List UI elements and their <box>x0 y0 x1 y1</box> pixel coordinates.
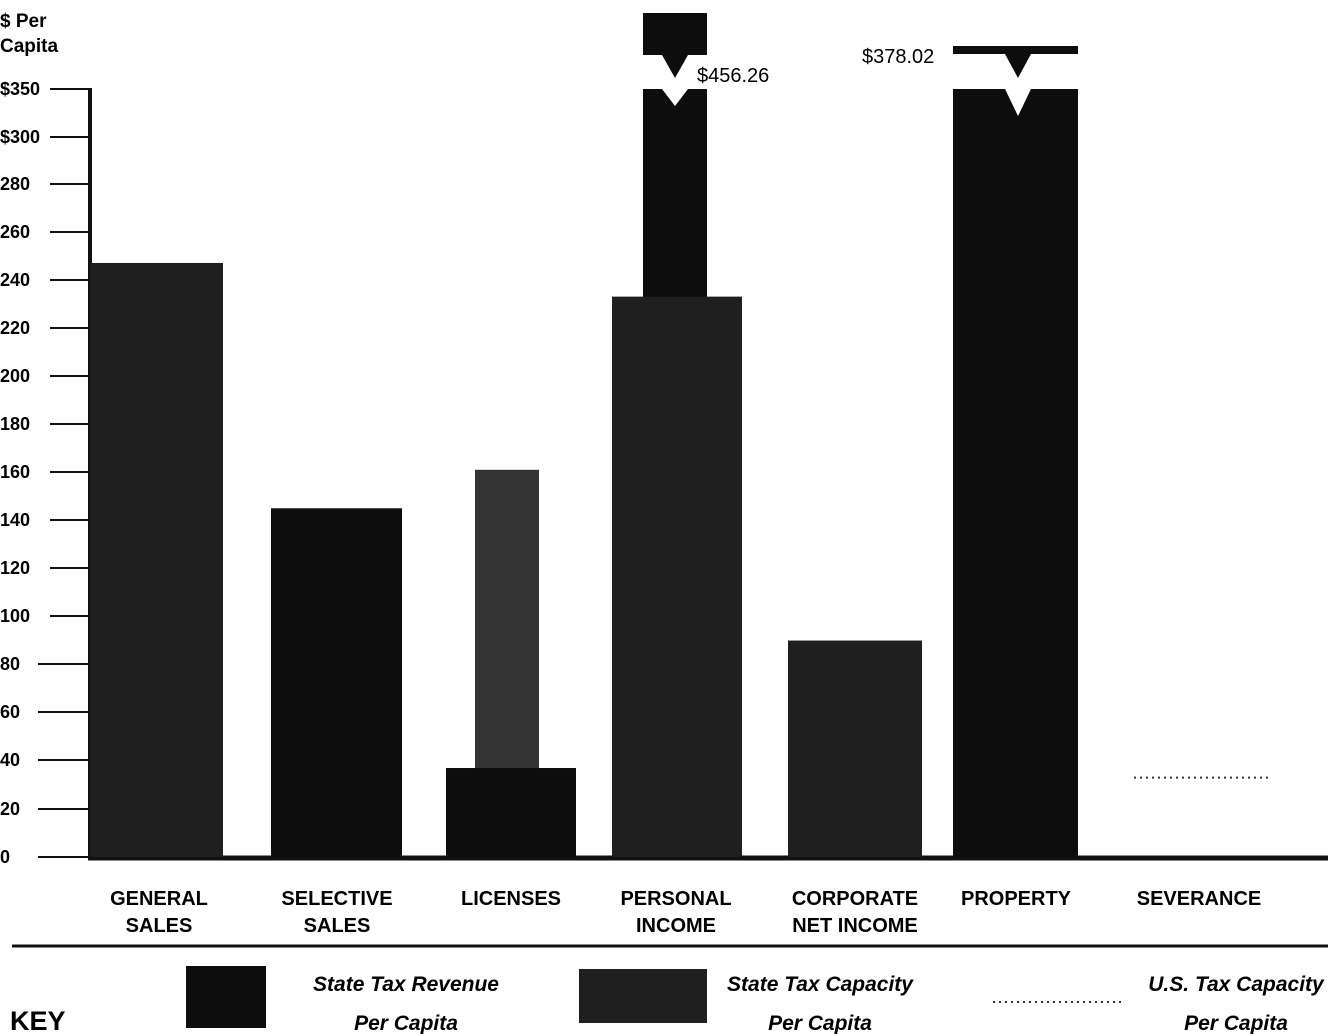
y-axis-title-line2: Capita <box>0 36 59 57</box>
legend-label-line2: Per Capita <box>354 1012 458 1034</box>
x-category-label: CORPORATE NET INCOME <box>792 888 918 937</box>
legend-label-line2: Per Capita <box>1184 1012 1288 1034</box>
legend-swatch-capacity <box>579 969 707 1023</box>
bar-property-top <box>953 46 1078 54</box>
y-tick-label: 160 <box>0 462 30 482</box>
y-tick-label: 0 <box>0 847 10 867</box>
y-tick-label: 240 <box>0 270 30 290</box>
x-category-label: PROPERTY <box>961 888 1072 910</box>
annotations: $456.26 $378.02 <box>697 46 934 87</box>
y-tick-label: 80 <box>0 654 20 674</box>
y-tick-label: 120 <box>0 558 30 578</box>
y-tick-label: 180 <box>0 414 30 434</box>
bar-licenses-revenue <box>446 768 576 857</box>
x-category-label: LICENSES <box>461 888 561 910</box>
y-tick-label: 40 <box>0 750 20 770</box>
x-category-label: SELECTIVE SALES <box>281 888 392 937</box>
legend-label-line2: Per Capita <box>768 1012 872 1034</box>
y-tick-label: 20 <box>0 799 20 819</box>
y-axis-title-line1: $ Per <box>0 11 47 32</box>
category-labels: GENERAL SALES SELECTIVE SALES LICENSES PERSON… <box>110 888 1261 937</box>
y-tick-label: 260 <box>0 222 30 242</box>
annotation-property: $378.02 <box>862 46 934 68</box>
legend-label-line1: U.S. Tax Capacity <box>1148 973 1325 996</box>
bar-corporate-net-income <box>788 640 922 857</box>
y-tick-label: 60 <box>0 702 20 722</box>
legend-label-line1: State Tax Revenue <box>313 973 499 996</box>
y-tick-label: 100 <box>0 606 30 626</box>
break-mark-property-upper <box>1005 54 1031 78</box>
x-category-label: PERSONAL INCOME <box>620 888 731 937</box>
bars <box>90 13 1268 858</box>
y-tick-label: 200 <box>0 366 30 386</box>
y-tick-label: 220 <box>0 318 30 338</box>
y-tick-label: $300 <box>0 127 40 147</box>
bar-selective-sales <box>271 508 402 857</box>
legend-title: KEY <box>10 1006 66 1034</box>
bar-personal-income-capacity <box>612 296 742 857</box>
y-axis-title: $ Per Capita <box>0 11 59 57</box>
annotation-personal-income: $456.26 <box>697 65 769 87</box>
legend-label-line1: State Tax Capacity <box>727 973 914 996</box>
y-tick-label: 280 <box>0 174 30 194</box>
x-category-label: GENERAL SALES <box>110 888 208 937</box>
break-mark-personal-income-upper <box>662 55 688 78</box>
bar-property <box>953 89 1078 857</box>
legend: KEY State Tax Revenue Per Capita State Tax … <box>10 966 1325 1034</box>
bar-personal-income-revenue-top <box>643 13 707 55</box>
y-tick-label: 140 <box>0 510 30 530</box>
break-mark-personal-income-lower <box>662 89 688 106</box>
bar-general-sales <box>90 262 223 858</box>
y-tick-label: $350 <box>0 79 40 99</box>
legend-swatch-revenue <box>186 966 266 1028</box>
x-category-label: SEVERANCE <box>1137 888 1261 910</box>
break-mark-property-lower <box>1005 89 1031 116</box>
